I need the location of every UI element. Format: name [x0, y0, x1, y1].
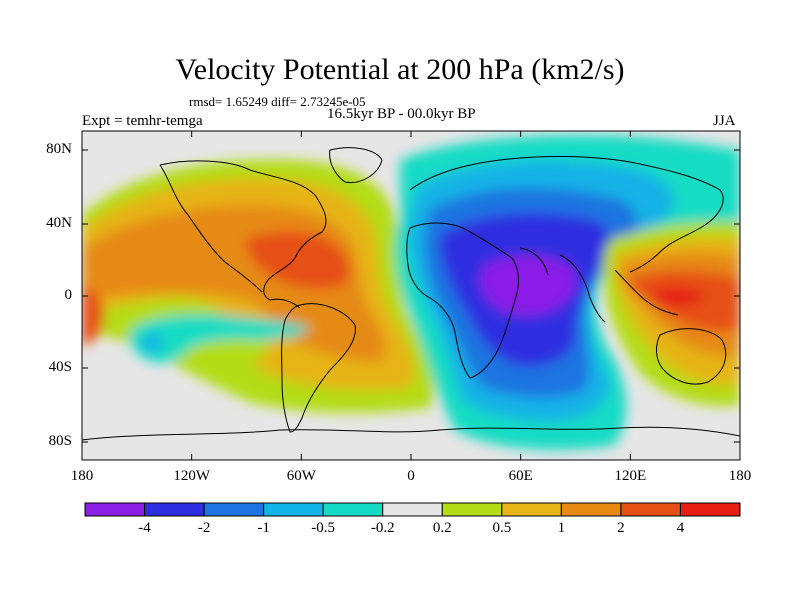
colorbar-swatch — [84, 502, 146, 517]
colorbar-swatch — [441, 502, 503, 517]
coast-north-america — [159, 160, 327, 309]
colorbar-swatch — [679, 502, 741, 517]
colorbar-swatch — [203, 502, 265, 517]
colorbar-label: -4 — [138, 520, 151, 536]
contour-purple-east — [480, 255, 576, 316]
colorbar-swatch — [322, 502, 384, 517]
colorbar-label: 4 — [676, 520, 685, 536]
lon-tick-label: 120W — [173, 468, 210, 484]
contour-red-west — [245, 231, 350, 290]
colorbar-label: -0.5 — [311, 520, 336, 536]
colorbar-swatch — [144, 502, 205, 517]
contour-lime-southpacific — [185, 339, 269, 365]
colorbar-label: 2 — [617, 520, 625, 536]
coast-southeast-asia — [614, 269, 679, 316]
colorbar-swatch — [620, 502, 681, 517]
chart-title: Velocity Potential at 200 hPa (km2/s) — [175, 53, 625, 86]
coast-arabia-india — [519, 247, 606, 323]
colorbar-swatch — [382, 502, 443, 517]
colorbar-label: 0.5 — [492, 520, 512, 536]
colorbar-label: -1 — [257, 520, 270, 536]
coastlines — [82, 147, 740, 441]
lon-tick-label: 0 — [407, 468, 415, 484]
colorbar-label: -0.2 — [370, 520, 395, 536]
lat-tick-label: 80N — [46, 141, 72, 157]
axis-ticks — [81, 131, 741, 460]
coast-europe-asia — [409, 155, 724, 273]
lon-tick-label: 120E — [614, 468, 647, 484]
stats-label: rmsd= 1.65249 diff= 2.73245e-05 — [189, 94, 366, 109]
lat-tick-label: 40N — [46, 215, 72, 231]
colorbar-label: -2 — [197, 520, 211, 536]
contour-green-southpacific — [130, 314, 310, 364]
coast-greenland — [329, 147, 383, 184]
colorbar-swatch — [501, 502, 562, 517]
colorbar-swatch — [560, 502, 622, 517]
lat-tick-label: 40S — [48, 359, 72, 375]
colorbar-label: 0.2 — [432, 520, 452, 536]
contour-red-dateline — [82, 289, 105, 345]
lon-tick-label: 180 — [70, 468, 94, 484]
contour-field — [82, 131, 740, 460]
coast-south-america — [281, 303, 356, 433]
colorbar-label: 1 — [557, 520, 566, 536]
coast-africa — [406, 222, 519, 379]
lon-tick-label: 60E — [508, 468, 533, 484]
lat-tick-label: 80S — [48, 433, 72, 449]
period-label: 16.5kyr BP - 00.0kyr BP — [327, 106, 476, 122]
lat-tick-label: 0 — [64, 287, 73, 303]
experiment-label: Expt = temhr-temga — [82, 113, 203, 129]
lon-tick-label: 180 — [728, 468, 752, 484]
contour-lightblue-southpacific — [140, 333, 163, 353]
lon-tick-label: 60W — [286, 468, 316, 484]
season-label: JJA — [713, 113, 736, 129]
colorbar — [84, 502, 741, 517]
colorbar-swatch — [263, 502, 324, 517]
coast-antarctica — [82, 426, 740, 441]
contour-darkred-maritime — [650, 287, 705, 306]
coast-north-america-west — [159, 164, 263, 293]
coast-australia — [656, 328, 727, 385]
